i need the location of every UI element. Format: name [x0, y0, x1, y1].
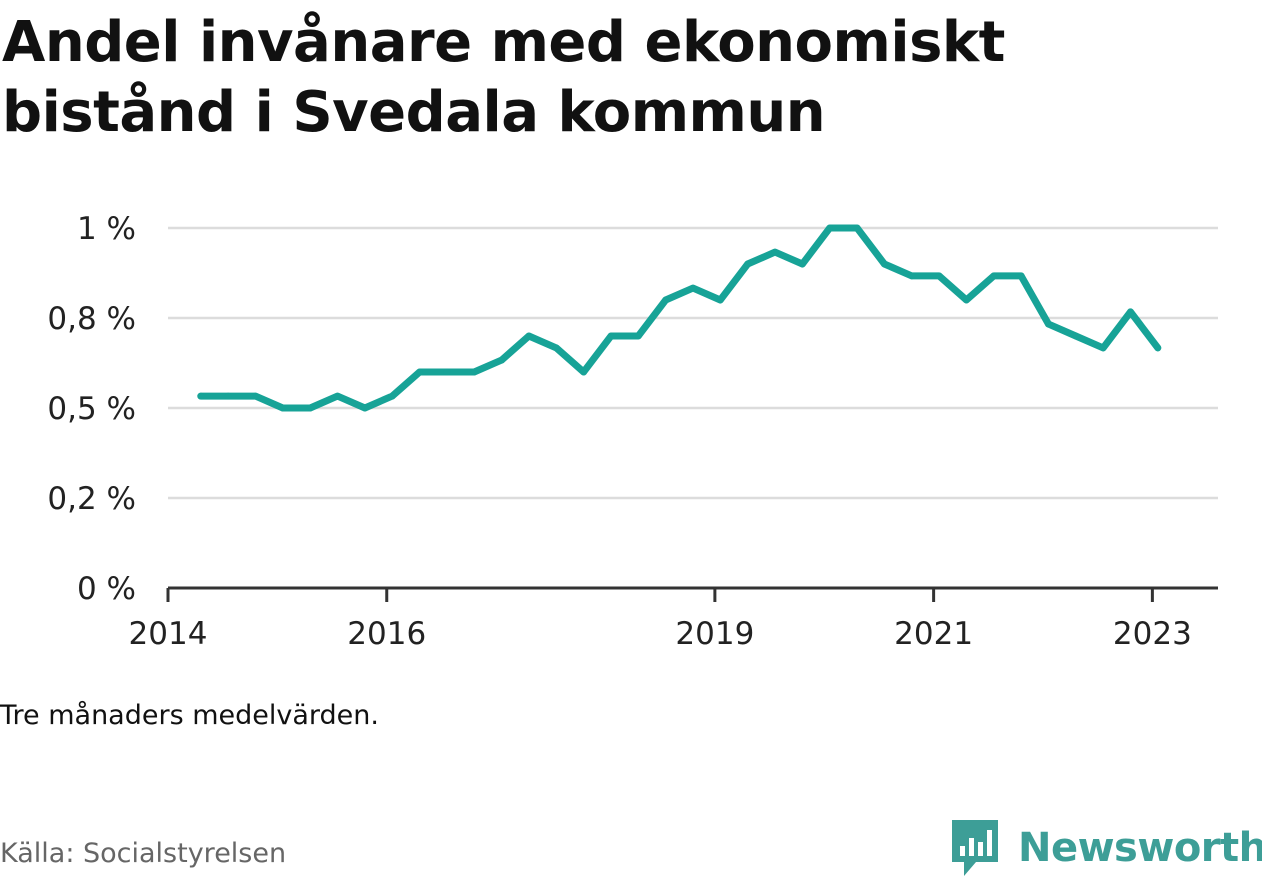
data-point — [716, 296, 724, 304]
data-point — [881, 260, 888, 268]
data-point — [771, 248, 779, 256]
data-point — [525, 332, 533, 340]
data-point — [1127, 308, 1134, 316]
data-point — [607, 332, 615, 340]
brand-name: Newsworthy — [1018, 825, 1262, 871]
data-point — [361, 404, 369, 412]
source-text: Källa: Socialstyrelsen — [0, 838, 287, 869]
data-point — [279, 404, 287, 412]
data-point — [634, 332, 642, 340]
data-point — [498, 356, 505, 364]
series-line — [197, 224, 1162, 412]
data-point — [826, 224, 834, 232]
bar-chart-speech-bubble-icon — [952, 820, 998, 876]
y-axis: 0 % 0,2 % 0,5 % 0,8 % 1 % — [47, 211, 136, 607]
data-point — [197, 392, 205, 400]
y-tick-label: 0,5 % — [47, 391, 136, 427]
x-tick-label: 2016 — [347, 616, 426, 652]
data-point — [908, 272, 916, 280]
data-point — [224, 392, 232, 400]
data-point — [990, 272, 998, 280]
data-point — [443, 368, 451, 376]
data-point — [1017, 272, 1025, 280]
grid-lines — [168, 226, 1218, 500]
data-point — [388, 392, 396, 400]
data-point — [580, 368, 587, 376]
data-point — [252, 392, 259, 400]
data-point — [963, 296, 970, 304]
data-point — [1045, 320, 1052, 328]
data-point — [1099, 344, 1107, 352]
chart-note: Tre månaders medelvärden. — [0, 700, 379, 731]
brand-logo: Newsworthy — [950, 818, 1262, 878]
y-tick-label: 0 % — [77, 571, 136, 607]
chart-title: Andel invånare med ekonomiskt bistånd i … — [2, 10, 1005, 145]
line-chart: 0 %0,2 %0,5 %0,8 %1 % 2014 2016 2019 2021 20… — [47, 211, 1218, 652]
data-point — [662, 296, 670, 304]
data-point — [744, 260, 752, 268]
data-point — [1154, 344, 1162, 352]
data-point — [1072, 332, 1080, 340]
x-tick-label: 2021 — [894, 616, 973, 652]
data-point — [552, 344, 560, 352]
x-axis: 2014 2016 2019 2021 2023 — [129, 586, 1218, 652]
data-point — [689, 284, 697, 292]
data-point — [799, 260, 806, 268]
y-tick-label: 0,2 % — [47, 481, 136, 517]
data-point — [416, 368, 423, 376]
x-tick-label: 2019 — [675, 616, 754, 652]
data-point — [935, 272, 943, 280]
series-group — [197, 224, 1162, 412]
y-tick-label: 1 % — [77, 211, 136, 247]
x-tick-label: 2023 — [1113, 616, 1192, 652]
data-point — [306, 404, 314, 412]
data-point — [853, 224, 861, 232]
data-point — [334, 392, 341, 400]
y-tick-label: 0,8 % — [47, 301, 136, 337]
data-point — [470, 368, 478, 376]
x-tick-label: 2014 — [129, 616, 208, 652]
